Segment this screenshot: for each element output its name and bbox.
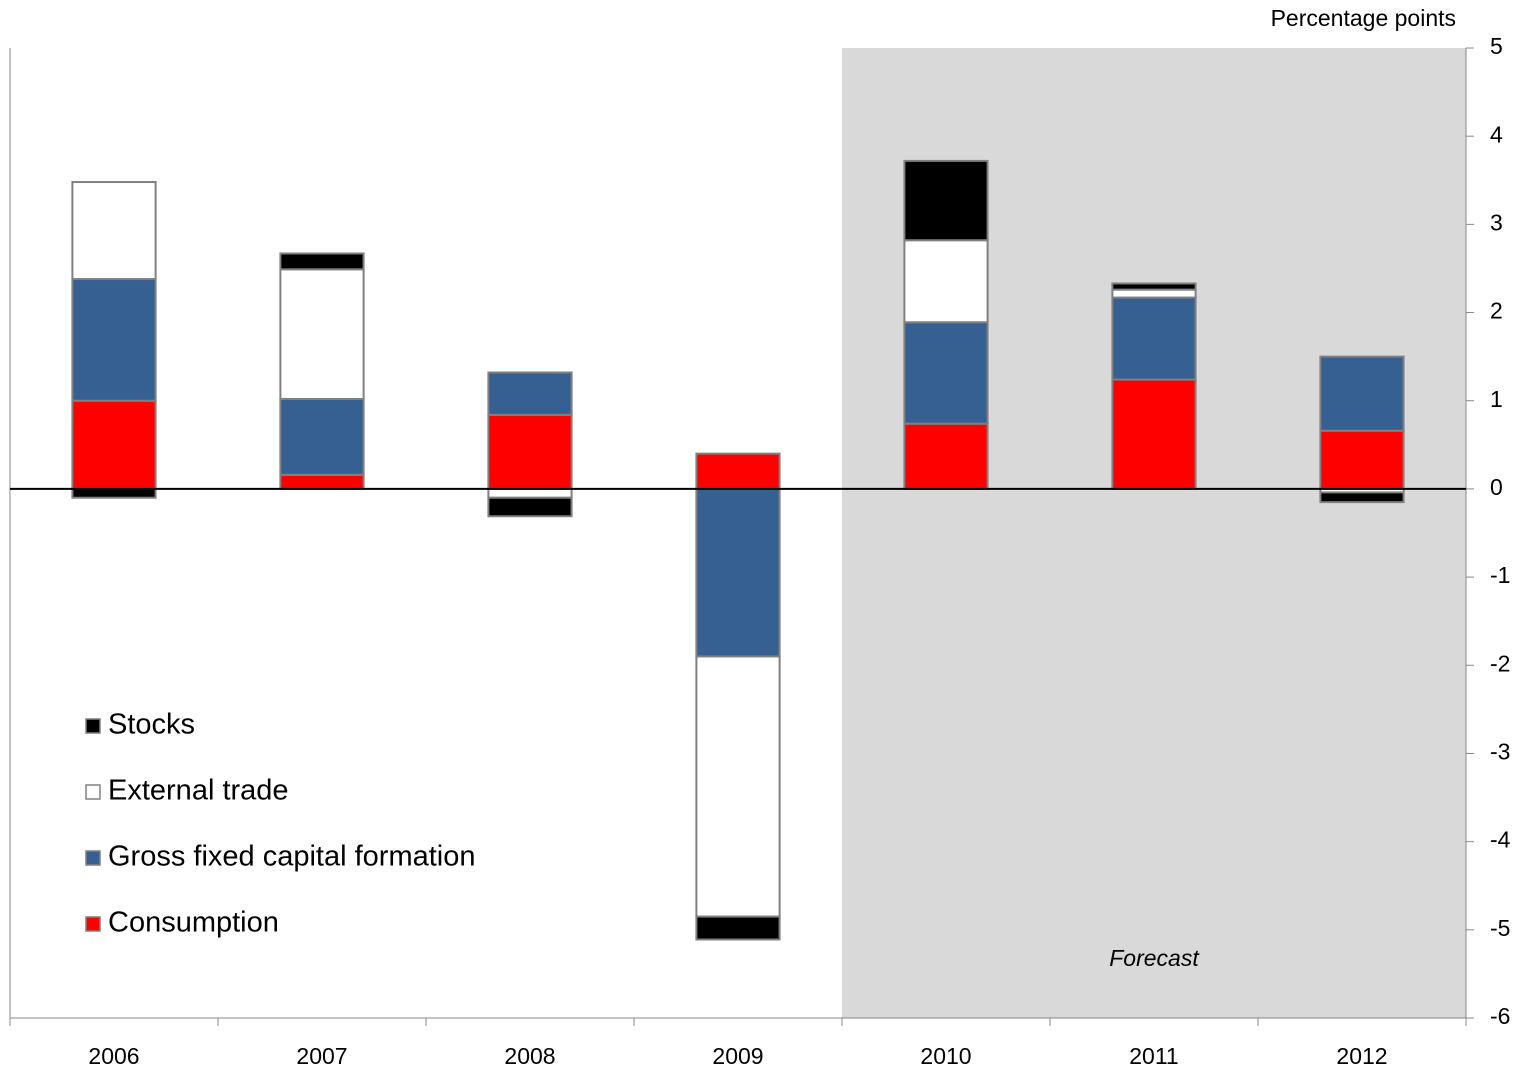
x-tick-label: 2006 [88, 1043, 139, 1069]
y-tick-label: -2 [1490, 650, 1510, 676]
y-tick-label: 3 [1490, 209, 1503, 235]
bar-segment [1111, 288, 1197, 299]
bar-segment [71, 399, 157, 490]
y-tick-label: 5 [1490, 33, 1503, 59]
bar-segment [487, 371, 573, 416]
y-tick-label: 2 [1490, 298, 1503, 324]
bar-segment [695, 655, 781, 918]
legend-label: External trade [108, 775, 289, 807]
bar-segment [903, 321, 989, 425]
x-tick-label: 2007 [296, 1043, 347, 1069]
legend-label: Gross fixed capital formation [108, 841, 475, 873]
bar-segment [1111, 282, 1197, 291]
bar-segment [1319, 355, 1405, 432]
bar-segment [903, 159, 989, 242]
bar-segment [1319, 491, 1405, 504]
bar-segment [487, 496, 573, 518]
y-tick-label: 4 [1490, 121, 1503, 147]
axis-label: Percentage points [1271, 5, 1456, 31]
bar-segment [1111, 296, 1197, 381]
x-tick-label: 2012 [1336, 1043, 1387, 1069]
bar-segment [279, 268, 365, 400]
forecast-label: Forecast [1109, 945, 1200, 971]
legend-label: Consumption [108, 907, 279, 939]
bar-segment [71, 181, 157, 281]
bar-segment [487, 487, 573, 499]
x-tick-label: 2009 [712, 1043, 763, 1069]
y-tick-label: -1 [1490, 562, 1510, 588]
bar-segment [695, 487, 781, 658]
legend-label: Stocks [108, 709, 195, 741]
bar-segment [903, 239, 989, 324]
y-tick-label: -4 [1490, 827, 1511, 853]
x-tick-label: 2011 [1129, 1043, 1178, 1069]
bar-segment [695, 452, 781, 490]
bar-segment [1111, 378, 1197, 490]
bar-segment [1319, 429, 1405, 490]
y-tick-label: -5 [1490, 915, 1510, 941]
bar-segment [695, 915, 781, 941]
y-tick-label: 0 [1490, 474, 1503, 500]
bar-segment [71, 487, 157, 499]
legend-swatch [85, 916, 101, 932]
bar-segment [71, 278, 157, 402]
legend-swatch [85, 850, 101, 866]
y-tick-label: 1 [1490, 386, 1503, 412]
bar-segment [279, 397, 365, 476]
y-tick-label: -6 [1490, 1003, 1510, 1029]
legend-swatch [85, 784, 101, 800]
bar-segment [903, 422, 989, 490]
bar-segment [487, 413, 573, 490]
bar-segment [279, 473, 365, 490]
x-tick-label: 2010 [920, 1043, 971, 1069]
y-tick-label: -3 [1490, 739, 1510, 765]
x-tick-label: 2008 [504, 1043, 555, 1069]
bar-segment [279, 252, 365, 271]
legend-swatch [85, 718, 101, 734]
